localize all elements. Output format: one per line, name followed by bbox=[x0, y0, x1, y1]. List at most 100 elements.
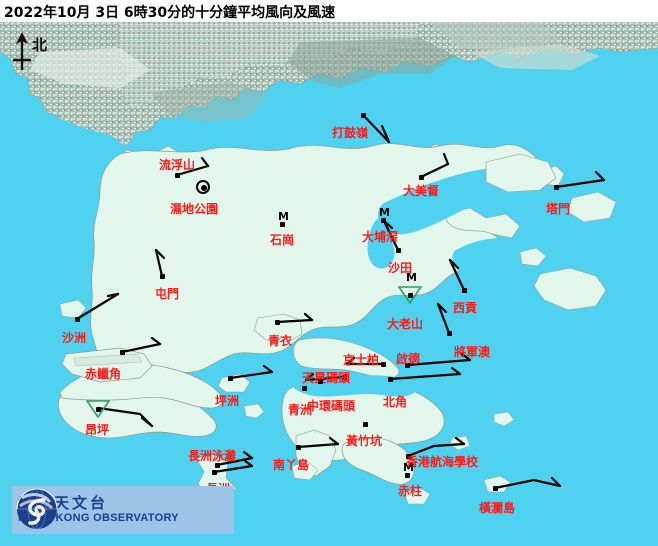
wind-barbs bbox=[75, 113, 606, 490]
wind-barb-lau-fau-shan bbox=[175, 156, 210, 177]
port-shelter-water bbox=[459, 283, 562, 333]
station-dot bbox=[446, 330, 452, 336]
sha-tin-inlet-water bbox=[367, 218, 395, 269]
compass-rose: 北 bbox=[6, 30, 56, 76]
station-label: 黃竹坑 bbox=[346, 434, 383, 448]
station-dot bbox=[279, 221, 285, 227]
title-bar: 2022年10月 3日 6時30分的十分鐘平均風向及風速 bbox=[0, 0, 658, 22]
north-arrow-icon bbox=[13, 32, 31, 70]
station-dot bbox=[407, 292, 413, 298]
map-canvas: 北 打鼓嶺 流浮山 濕地公園 M 石崗 M 大埔滘 大美督 塔門 沙田 屯門 西貢 M 大老山 沙洲 青衣 將軍… bbox=[0, 22, 658, 546]
wind-barb-star-ferry bbox=[304, 372, 346, 382]
wind-barb-tap-mun bbox=[554, 170, 606, 189]
station-label: 將軍澳 bbox=[454, 345, 491, 359]
peng-chau-island bbox=[217, 373, 251, 393]
wind-barb-north-point bbox=[388, 366, 462, 381]
station-dot bbox=[553, 184, 559, 190]
wind-barb-peng-chau bbox=[228, 364, 274, 380]
station-dot bbox=[214, 462, 220, 468]
wind-barb-waglan bbox=[493, 476, 562, 490]
wetland-target-core bbox=[201, 185, 207, 191]
wetland-target-marker bbox=[196, 180, 210, 194]
wind-barb-tuen-mun bbox=[154, 248, 166, 278]
mainland-texture-mid bbox=[430, 22, 560, 52]
station-label: 大老山 bbox=[387, 317, 424, 331]
station-label: 沙田 bbox=[388, 261, 413, 275]
wind-barb-cheung-chau bbox=[212, 458, 254, 474]
station-label: 京士柏 bbox=[343, 353, 380, 367]
station-label: 大埔滘 bbox=[362, 230, 399, 244]
shek-kwu-chau-island bbox=[291, 461, 319, 481]
compass-north-label: 北 bbox=[32, 36, 48, 54]
station-label: 塔門 bbox=[546, 202, 571, 216]
automatic-station-m-marker: M bbox=[379, 206, 390, 219]
station-label: 石崗 bbox=[270, 233, 295, 247]
station-label: 濕地公園 bbox=[170, 202, 219, 216]
mountain-triangle-outline bbox=[398, 286, 422, 304]
wind-barb-tseung-kwan-o bbox=[436, 302, 451, 335]
station-dot bbox=[404, 472, 410, 478]
station-label: 青衣 bbox=[268, 334, 293, 348]
station-dot bbox=[395, 247, 401, 253]
station-label: 長洲泳灘 bbox=[188, 449, 237, 463]
po-toi-island bbox=[403, 487, 431, 505]
station-label: 流浮山 bbox=[159, 158, 196, 172]
automatic-station-m-marker: M bbox=[403, 461, 414, 474]
station-dot bbox=[227, 375, 233, 381]
station-dot bbox=[301, 385, 307, 391]
plover-cove-peninsula bbox=[485, 153, 557, 193]
station-label: 赤鱲角 bbox=[85, 367, 122, 381]
station-label: 打鼓嶺 bbox=[332, 126, 369, 140]
station-label: 西貢 bbox=[453, 301, 478, 315]
hko-spiral-logo bbox=[16, 488, 58, 530]
wind-barb-kai-tak bbox=[405, 352, 472, 367]
mainland-texture-light bbox=[30, 48, 150, 88]
station-dot bbox=[74, 316, 80, 322]
waglan-island bbox=[483, 475, 511, 493]
station-dot bbox=[341, 374, 347, 380]
wind-barb-sha-chau bbox=[75, 292, 120, 321]
mainland-texture-shenzhen bbox=[470, 44, 600, 70]
airport-runway-strip bbox=[73, 353, 143, 367]
station-label: 香港航海學校 bbox=[406, 455, 479, 469]
station-dot bbox=[362, 421, 368, 427]
station-label: 南丫島 bbox=[273, 458, 310, 472]
ne-islands-group bbox=[567, 191, 617, 223]
station-dot bbox=[211, 469, 217, 475]
hk-island-south-lobe bbox=[341, 437, 415, 485]
station-dot bbox=[387, 376, 393, 382]
wind-barb-tai-mei-tuk bbox=[419, 152, 450, 179]
station-label: 北角 bbox=[383, 395, 408, 409]
sharp-island-group bbox=[519, 247, 547, 267]
station-label: 啟德 bbox=[396, 352, 421, 366]
mainland-texture-dark1 bbox=[288, 38, 455, 88]
wind-barb-kings-park bbox=[345, 356, 385, 366]
wind-barb-chek-lap-kok bbox=[120, 336, 162, 354]
station-dot bbox=[295, 444, 301, 450]
station-dot bbox=[492, 485, 498, 491]
station-dot bbox=[380, 361, 386, 367]
map-graphics bbox=[0, 22, 658, 546]
sha-chau-island bbox=[59, 299, 87, 319]
station-label: 昂坪 bbox=[85, 423, 110, 437]
mountain-triangle-outline bbox=[86, 400, 110, 418]
page-title: 2022年10月 3日 6時30分的十分鐘平均風向及風速 bbox=[4, 5, 336, 21]
wind-barb-ta-kwu-ling bbox=[361, 113, 391, 144]
wind-barb-sai-kung bbox=[448, 258, 466, 292]
station-dot bbox=[405, 453, 411, 459]
wind-barb-tsing-yi bbox=[275, 312, 314, 324]
wind-barb-hk-sea-school bbox=[406, 436, 466, 458]
high-island-landmass bbox=[533, 267, 607, 311]
station-label: 青洲 bbox=[288, 403, 313, 417]
hko-logo: 香港天文台 HONG KONG OBSERVATORY bbox=[12, 486, 234, 534]
tung-lung-chau-island bbox=[449, 435, 471, 451]
automatic-station-m-marker: M bbox=[278, 210, 289, 223]
mainland-texture-dark2 bbox=[150, 82, 268, 122]
sai-kung-water bbox=[452, 238, 545, 282]
hei-ling-chau-island bbox=[243, 403, 265, 419]
station-dot bbox=[380, 217, 386, 223]
station-label: 赤柱 bbox=[398, 484, 423, 498]
station-dot bbox=[404, 362, 410, 368]
wind-barb-cheung-chau-beach bbox=[215, 450, 254, 467]
